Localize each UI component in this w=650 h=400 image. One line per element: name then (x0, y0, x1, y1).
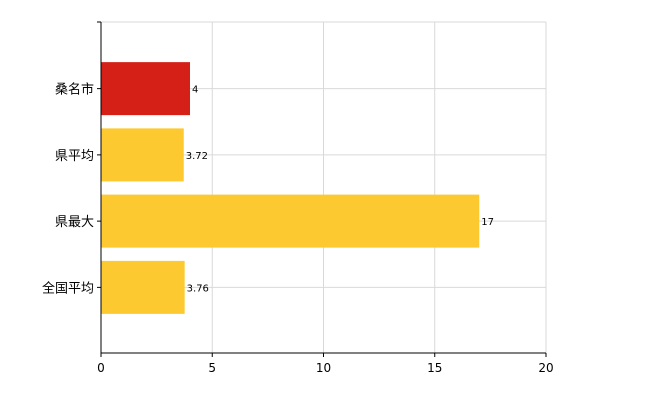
data-label: 3.76 (187, 283, 209, 294)
category-label: 県最大 (55, 215, 94, 230)
x-tick-label: 20 (538, 361, 553, 375)
x-tick-label: 0 (97, 361, 105, 375)
category-label: 県平均 (55, 149, 94, 164)
bar (101, 260, 185, 314)
x-ticks: 0 5 10 15 20 (97, 353, 554, 375)
category-label: 全国平均 (42, 280, 94, 296)
data-label: 17 (481, 217, 494, 228)
x-tick-label: 15 (427, 361, 442, 375)
data-labels: 4 3.72 17 3.76 (186, 85, 494, 295)
bars (101, 62, 480, 314)
bar (101, 194, 480, 248)
category-label: 桑名市 (55, 82, 94, 98)
bar (101, 62, 190, 116)
bar (101, 128, 184, 182)
data-label: 4 (192, 85, 198, 96)
x-tick-label: 10 (316, 361, 331, 375)
x-tick-label: 5 (208, 361, 216, 375)
data-label: 3.72 (186, 151, 208, 162)
